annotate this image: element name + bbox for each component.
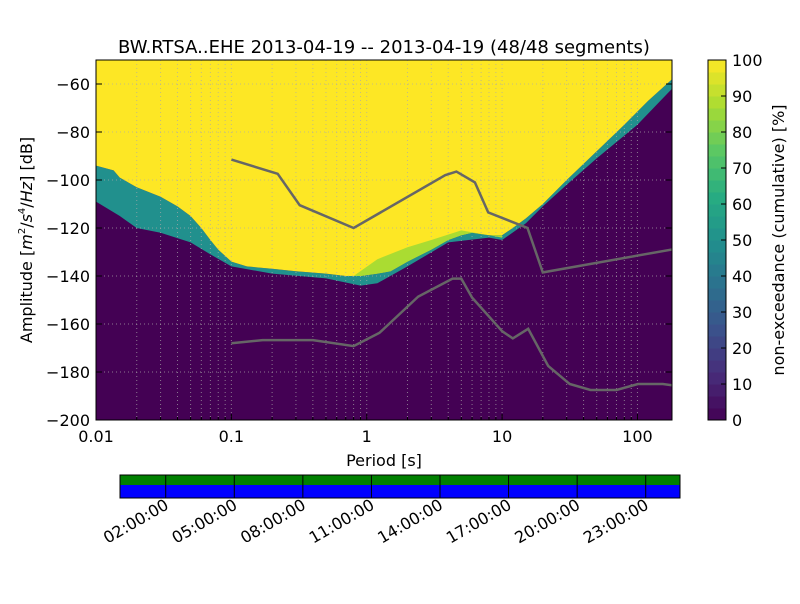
coverage-frame bbox=[119, 474, 681, 499]
time-tick-label: 08:00:00 bbox=[237, 495, 309, 547]
heatmap-yellow-region bbox=[96, 60, 672, 276]
colorbar-step bbox=[708, 180, 726, 193]
x-tick-label: 0.1 bbox=[219, 427, 244, 446]
coverage-bar-top bbox=[120, 475, 680, 485]
x-tick-label: 0.01 bbox=[78, 427, 114, 446]
colorbar-step bbox=[708, 264, 726, 277]
colorbar-step bbox=[708, 72, 726, 85]
colorbar-tick-label: 40 bbox=[732, 267, 752, 286]
colorbar: 0 10 20 30 40 50 60 70 80 90 100 non-exceedance (c… bbox=[707, 51, 788, 430]
x-axis-label: Period [s] bbox=[346, 451, 422, 470]
time-tick-label: 11:00:00 bbox=[306, 495, 378, 547]
time-tick-label: 05:00:00 bbox=[169, 495, 241, 547]
x-axis-ticks: 0.01 0.1 1 10 100 bbox=[78, 414, 653, 446]
colorbar-tick-label: 70 bbox=[732, 159, 752, 178]
y-tick-label: −100 bbox=[46, 171, 90, 190]
colorbar-tick-label: 10 bbox=[732, 375, 752, 394]
coverage-bar-bottom bbox=[120, 485, 680, 498]
grid-lines bbox=[96, 60, 672, 420]
time-tick-label: 02:00:00 bbox=[100, 495, 172, 547]
colorbar-tick-label: 60 bbox=[732, 195, 752, 214]
chart-title: BW.RTSA..EHE 2013-04-19 -- 2013-04-19 (4… bbox=[118, 37, 650, 58]
colorbar-tick-label: 30 bbox=[732, 303, 752, 322]
y-tick-label: −60 bbox=[56, 75, 90, 94]
colorbar-step bbox=[708, 276, 726, 289]
colorbar-step bbox=[708, 360, 726, 373]
colorbar-step bbox=[708, 372, 726, 385]
colorbar-tick-label: 90 bbox=[732, 87, 752, 106]
colorbar-step bbox=[708, 324, 726, 337]
colorbar-step bbox=[708, 120, 726, 133]
colorbar-step bbox=[708, 300, 726, 313]
colorbar-step bbox=[708, 408, 726, 421]
colorbar-tick-label: 50 bbox=[732, 231, 752, 250]
nhnm-curve bbox=[231, 158, 672, 274]
y-axis-label: Amplitude [m2/s4/Hz] [dB] bbox=[17, 137, 36, 343]
colorbar-step bbox=[708, 204, 726, 217]
time-coverage-axis: 02:00:0005:00:0008:00:0011:00:0014:00:00… bbox=[100, 474, 681, 547]
time-tick-label: 23:00:00 bbox=[580, 495, 652, 547]
heatmap-area bbox=[96, 60, 672, 420]
x-tick-label: 10 bbox=[492, 427, 512, 446]
colorbar-step bbox=[708, 216, 726, 229]
colorbar-tick-label: 20 bbox=[732, 339, 752, 358]
colorbar-step bbox=[708, 132, 726, 145]
time-tick-label: 14:00:00 bbox=[374, 495, 446, 547]
y-tick-label: −160 bbox=[46, 315, 90, 334]
y-tick-label: −120 bbox=[46, 219, 90, 238]
colorbar-step bbox=[708, 144, 726, 157]
colorbar-step bbox=[708, 96, 726, 109]
x-tick-label: 100 bbox=[622, 427, 653, 446]
y-tick-label: −200 bbox=[46, 411, 90, 430]
colorbar-step bbox=[708, 192, 726, 205]
time-tick-label: 17:00:00 bbox=[443, 495, 515, 547]
y-tick-label: −140 bbox=[46, 267, 90, 286]
colorbar-step bbox=[708, 288, 726, 301]
colorbar-step bbox=[708, 348, 726, 361]
colorbar-tick-label: 100 bbox=[732, 51, 763, 70]
y-tick-label: −180 bbox=[46, 363, 90, 382]
heatmap-green-band bbox=[353, 230, 503, 276]
colorbar-label: non-exceedance (cumulative) [%] bbox=[769, 104, 788, 375]
colorbar-step bbox=[708, 336, 726, 349]
plot-frame bbox=[95, 59, 673, 421]
colorbar-step bbox=[708, 252, 726, 265]
y-tick-label: −80 bbox=[56, 123, 90, 142]
y-axis-ticks: −60 −80 −100 −120 −140 −160 −180 −200 bbox=[46, 75, 672, 430]
colorbar-step bbox=[708, 396, 726, 409]
colorbar-tick-label: 80 bbox=[732, 123, 752, 142]
colorbar-step bbox=[708, 228, 726, 241]
colorbar-step bbox=[708, 60, 726, 73]
time-tick-label: 20:00:00 bbox=[511, 495, 583, 547]
noise-model-curves bbox=[231, 158, 672, 392]
x-tick-label: 1 bbox=[362, 427, 372, 446]
colorbar-step bbox=[708, 240, 726, 253]
nlnm-curve bbox=[231, 277, 672, 392]
colorbar-step bbox=[708, 312, 726, 325]
colorbar-tick-label: 0 bbox=[732, 411, 742, 430]
colorbar-step bbox=[708, 168, 726, 181]
colorbar-step bbox=[708, 156, 726, 169]
colorbar-step bbox=[708, 384, 726, 397]
colorbar-step bbox=[708, 84, 726, 97]
colorbar-step bbox=[708, 108, 726, 121]
